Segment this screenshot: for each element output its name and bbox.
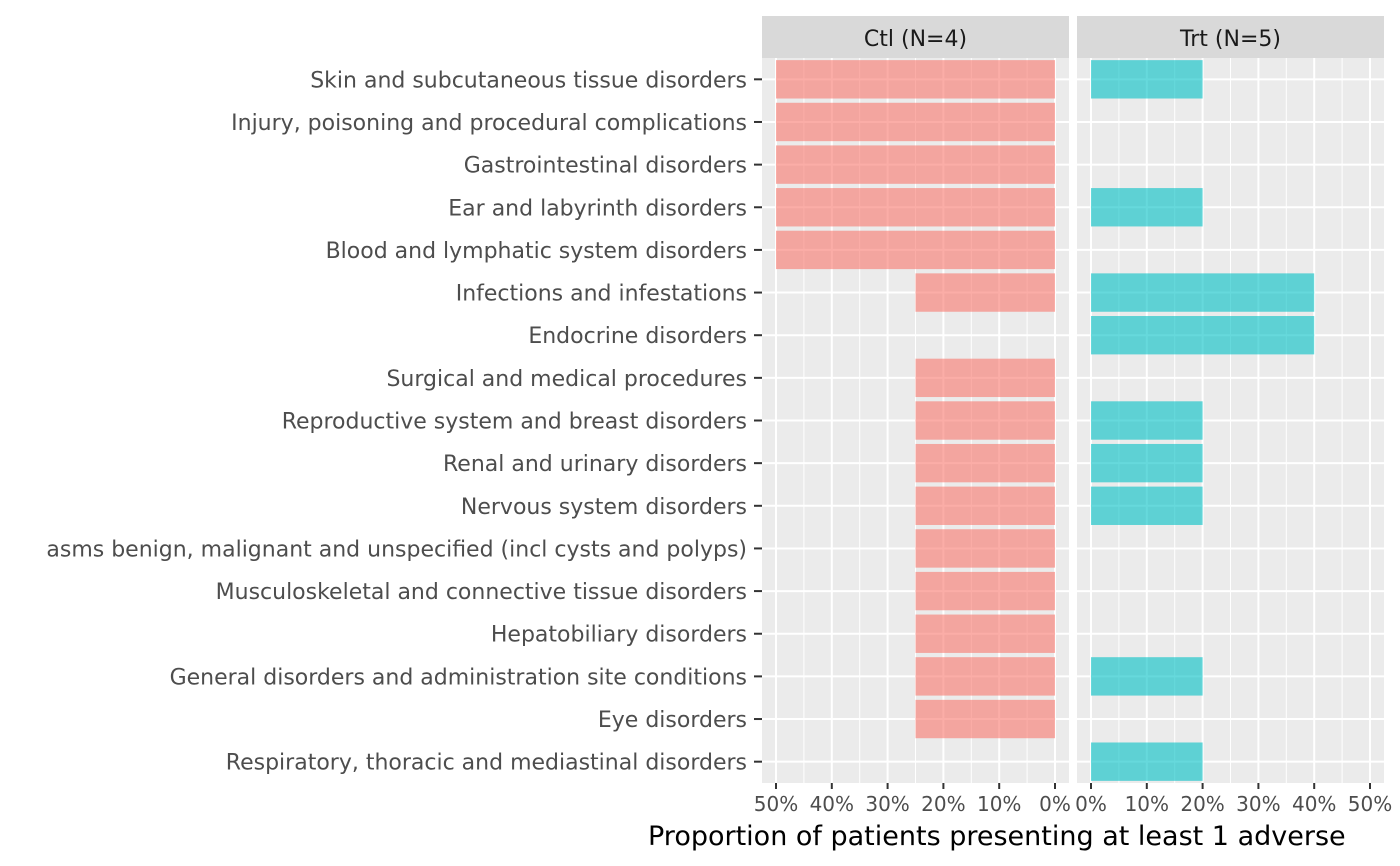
category-label: Gastrointestinal disorders — [464, 154, 747, 179]
category-labels: Skin and subcutaneous tissue disorders In… — [46, 68, 762, 776]
category-label: Nervous system disorders — [461, 495, 747, 520]
category-label: Skin and subcutaneous tissue disorders — [310, 68, 747, 93]
bar — [915, 614, 1055, 653]
bar — [776, 102, 1055, 142]
facet-strip — [762, 16, 1069, 58]
x-tick-label: 50% — [1348, 792, 1392, 816]
category-label: Eye disorders — [598, 708, 747, 733]
category-label: Injury, poisoning and procedural complic… — [231, 111, 747, 136]
bar — [915, 571, 1055, 611]
x-tick-label: 30% — [865, 792, 909, 816]
x-tick-label: 10% — [977, 792, 1021, 816]
facet-strip — [1077, 16, 1384, 58]
x-tick-label: 40% — [810, 792, 854, 816]
bar — [915, 529, 1055, 568]
bar — [1091, 273, 1315, 312]
category-label: General disorders and administration sit… — [170, 665, 747, 690]
category-label: Respiratory, thoracic and mediastinal di… — [226, 751, 747, 776]
category-label: Reproductive system and breast disorders — [282, 410, 747, 435]
category-label: Hepatobiliary disorders — [491, 623, 747, 648]
category-label: Surgical and medical procedures — [386, 367, 747, 392]
bar — [1091, 486, 1203, 525]
bar — [915, 486, 1055, 525]
category-label: Musculoskeletal and connective tissue di… — [216, 580, 747, 605]
bar — [1091, 657, 1203, 696]
category-label: Endocrine disorders — [528, 324, 747, 349]
panel-ctl: Ctl (N=4) — [762, 16, 1069, 783]
x-tick-label: 0% — [1039, 792, 1071, 816]
bar — [915, 273, 1055, 312]
x-axis-title: Proportion of patients presenting at lea… — [648, 821, 1346, 852]
facet-strip-label: Ctl (N=4) — [864, 27, 967, 52]
x-tick-label: 10% — [1125, 792, 1169, 816]
category-label: Renal and urinary disorders — [443, 452, 747, 477]
x-tick-label: 50% — [754, 792, 798, 816]
bar — [776, 230, 1055, 270]
bar — [1091, 316, 1315, 355]
bar — [1091, 401, 1203, 440]
x-axis-ticks: 0% 10% 20% 30% 40% 50% 0% 10% 20% 30% 40% 50% — [754, 783, 1392, 816]
bar — [776, 60, 1055, 99]
category-label: asms benign, malignant and unspecified (… — [46, 537, 747, 562]
bar — [915, 443, 1055, 483]
x-tick-label: 20% — [921, 792, 965, 816]
x-tick-label: 20% — [1180, 792, 1224, 816]
x-tick-label: 40% — [1292, 792, 1336, 816]
bar — [1091, 742, 1203, 781]
panels-layer: Ctl (N=4) Trt (N=5) — [762, 16, 1384, 783]
x-tick-label: 30% — [1236, 792, 1280, 816]
category-label: Ear and labyrinth disorders — [448, 196, 747, 221]
bar — [1091, 188, 1203, 227]
bar — [915, 699, 1055, 739]
bar — [776, 188, 1055, 227]
x-tick-label: 0% — [1075, 792, 1107, 816]
bar — [915, 401, 1055, 440]
bar — [776, 145, 1055, 184]
panel-trt: Trt (N=5) — [1077, 16, 1384, 783]
bar — [915, 657, 1055, 696]
facet-strip-label: Trt (N=5) — [1179, 27, 1281, 52]
category-label: Blood and lymphatic system disorders — [326, 239, 747, 264]
bar — [915, 358, 1055, 398]
category-label: Infections and infestations — [456, 282, 747, 307]
bar — [1091, 60, 1203, 99]
bar — [1091, 443, 1203, 483]
